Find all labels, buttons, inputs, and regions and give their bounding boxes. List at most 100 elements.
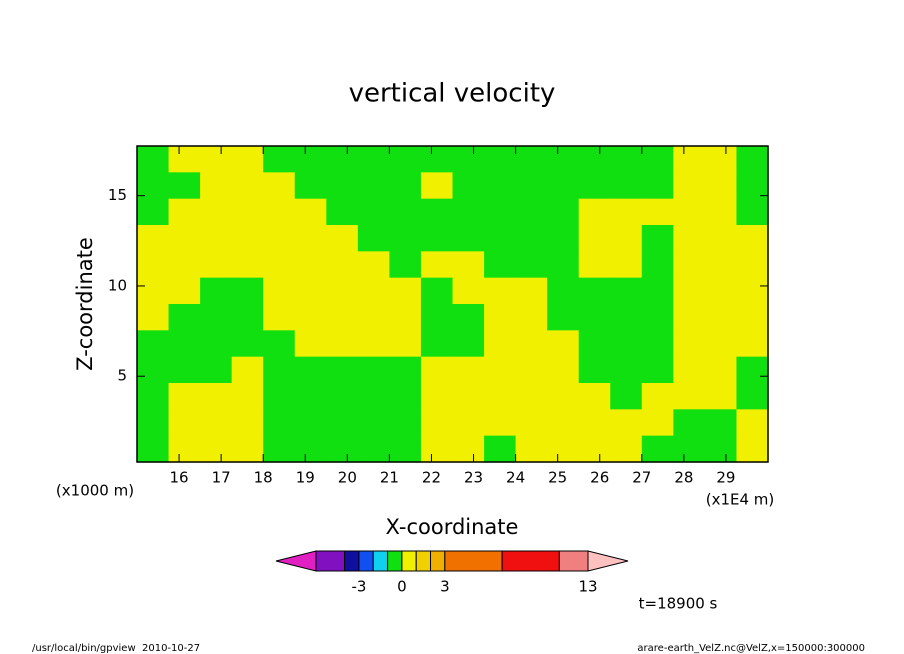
contour-cell: [263, 304, 296, 331]
contour-cell: [452, 277, 485, 305]
contour-cell: [231, 172, 264, 200]
contour-cell: [547, 251, 580, 279]
contour-cell: [610, 172, 643, 200]
x-tick-label: 25: [548, 469, 567, 487]
contour-cell: [736, 146, 769, 173]
contour-cell: [200, 251, 233, 279]
contour-cell: [547, 330, 580, 358]
contour-cell: [357, 225, 390, 252]
colorbar-under: [275, 550, 317, 572]
colorbar-box: [501, 550, 560, 572]
contour-cell: [137, 330, 170, 358]
contour-cell: [641, 225, 674, 252]
colorbar-over: [587, 550, 629, 572]
contour-cell: [736, 251, 769, 279]
contour-cell: [263, 330, 296, 358]
contour-cell: [168, 383, 201, 410]
contour-cell: [736, 304, 769, 331]
contour-cell: [610, 146, 643, 173]
contour-cell: [641, 330, 674, 358]
contour-cell: [484, 146, 517, 173]
contour-cell: [673, 277, 706, 305]
contour-cell: [578, 304, 611, 331]
contour-cell: [547, 435, 580, 463]
x-tick-label: 18: [254, 469, 273, 487]
contour-cell: [389, 172, 422, 200]
contour-cell: [736, 277, 769, 305]
y-tick-label: 5: [117, 367, 127, 385]
contour-cell: [547, 409, 580, 437]
contour-cell: [357, 409, 390, 437]
x-tick-label: 29: [716, 469, 735, 487]
contour-cell: [610, 251, 643, 279]
contour-cell: [137, 225, 170, 252]
contour-cell: [736, 435, 769, 463]
contour-cell: [484, 172, 517, 200]
colorbar-box: [415, 550, 432, 572]
contour-cell: [420, 198, 454, 226]
contour-cell: [641, 435, 674, 463]
contour-cell: [326, 198, 359, 226]
contour-cell: [484, 330, 517, 358]
contour-cell: [263, 383, 296, 410]
contour-cell: [515, 409, 548, 437]
contour-cell: [704, 172, 738, 200]
contour-cell: [452, 356, 485, 384]
contour-cell: [515, 304, 548, 331]
contour-cell: [168, 277, 201, 305]
y-tick-label: 15: [108, 186, 127, 204]
contour-cell: [484, 435, 517, 463]
contour-cell: [389, 304, 422, 331]
y-axis-label: Z-coordinate: [73, 237, 97, 371]
contour-cell: [263, 356, 296, 384]
colorbar-tick-label: -3: [351, 578, 366, 596]
contour-cell: [641, 172, 674, 200]
contour-cell: [389, 383, 422, 410]
contour-cell: [704, 225, 738, 252]
contour-cell: [547, 225, 580, 252]
contour-cell: [168, 251, 201, 279]
contour-cell: [263, 198, 296, 226]
contour-cell: [294, 146, 327, 173]
contour-cell: [673, 146, 706, 173]
contour-cell: [168, 409, 201, 437]
contour-cell: [484, 251, 517, 279]
contour-cell: [704, 435, 738, 463]
contour-cell: [420, 304, 454, 331]
contour-cell: [420, 172, 454, 200]
contour-cell: [137, 172, 170, 200]
contour-cell: [641, 409, 674, 437]
contour-cell: [452, 383, 485, 410]
contour-cell: [231, 304, 264, 331]
x-tick-label: 22: [422, 469, 441, 487]
contour-cell: [326, 251, 359, 279]
contour-cell: [137, 251, 170, 279]
contour-cell: [736, 198, 769, 226]
contour-cell: [578, 330, 611, 358]
contour-cell: [231, 383, 264, 410]
contour-cell: [357, 304, 390, 331]
contour-cell: [704, 198, 738, 226]
contour-cell: [736, 409, 769, 437]
colorbar-box: [401, 550, 417, 572]
contour-cell: [200, 198, 233, 226]
contour-cell: [137, 383, 170, 410]
contour-cell: [294, 383, 327, 410]
contour-cell: [673, 251, 706, 279]
contour-cell: [294, 198, 327, 226]
contour-cell: [452, 304, 485, 331]
contour-cell: [484, 198, 517, 226]
y-tick-label: 10: [108, 276, 127, 294]
contour-cell: [515, 251, 548, 279]
x-tick-label: 17: [212, 469, 231, 487]
plot-frame: [136, 145, 769, 463]
contour-cell: [231, 146, 264, 173]
contour-cell: [547, 304, 580, 331]
contour-cell: [452, 172, 485, 200]
contour-cell: [200, 225, 233, 252]
contour-cell: [452, 198, 485, 226]
contour-cell: [357, 146, 390, 173]
contour-cell: [200, 304, 233, 331]
x-tick-label: 24: [506, 469, 525, 487]
contour-cell: [484, 277, 517, 305]
